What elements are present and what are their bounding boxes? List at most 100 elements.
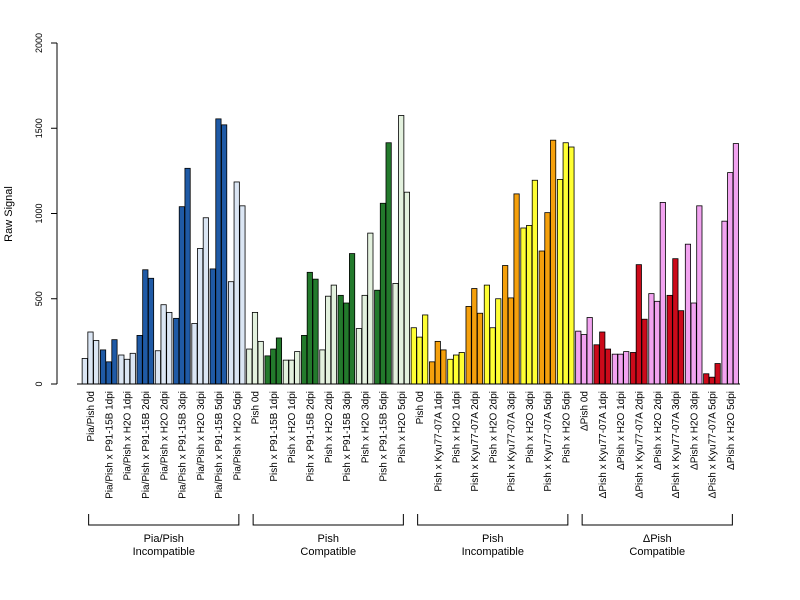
bar: [367, 232, 374, 385]
bar: [727, 172, 734, 385]
x-tick-label: Pish x H2O 1dpi: [287, 391, 298, 463]
bar: [654, 300, 661, 385]
x-tick-label: Pish x P91-15B 1dpi: [269, 391, 280, 482]
bar: [160, 304, 167, 385]
x-tick-label: Pish x P91-15B 2dpi: [305, 391, 316, 482]
bar: [361, 294, 368, 385]
bar: [147, 277, 155, 385]
bar: [257, 340, 264, 385]
group-bracket: [581, 514, 733, 526]
bar: [178, 206, 185, 385]
bar: [202, 217, 209, 385]
bar: [471, 288, 478, 385]
bar: [690, 302, 697, 385]
bar: [513, 193, 520, 385]
bar: [659, 202, 666, 385]
x-tick-label: Pish x H2O 3dpi: [360, 391, 371, 463]
bar: [575, 330, 582, 385]
x-tick-label: Pia/Pish x H2O 2dpi: [159, 391, 170, 481]
bar: [337, 294, 344, 385]
group-brackets: Pia/PishIncompatiblePishCompatiblePishIn…: [88, 514, 733, 558]
bar: [184, 167, 191, 385]
bar: [330, 284, 337, 385]
bar: [136, 335, 143, 385]
bar: [306, 271, 313, 385]
bar: [641, 318, 648, 385]
x-tick-label: Pish x H2O 5dpi: [561, 391, 572, 463]
bar: [721, 220, 728, 385]
x-tick-label: Pia/Pish x P91-15B 3dpi: [178, 391, 189, 499]
x-tick-label: Pia/Pish x H2O 1dpi: [123, 391, 134, 481]
bar: [123, 358, 131, 385]
bar: [562, 142, 569, 385]
x-tick-label: ΔPish x Kyu77-07A 1dpi: [598, 391, 609, 498]
x-tick-label: ΔPish 0d: [580, 391, 591, 431]
bar: [630, 352, 637, 385]
bar: [197, 248, 204, 385]
bar: [233, 181, 240, 385]
bar: [227, 281, 235, 385]
bar: [708, 376, 715, 385]
group-label-line1: Pish: [482, 533, 503, 545]
bar: [392, 283, 399, 385]
bar: [696, 205, 703, 385]
bar: [105, 361, 112, 385]
x-tick-label: Pish x P91-15B 5dpi: [379, 391, 390, 482]
y-tick-label: 1000: [34, 203, 44, 223]
x-tick-label: Pish x H2O 5dpi: [397, 391, 408, 463]
bar: [166, 311, 173, 385]
x-tick-label: Pia/Pish x P91-15B 2dpi: [141, 391, 152, 499]
bar: [288, 359, 295, 385]
y-axis-label: Raw Signal: [3, 186, 15, 242]
bar: [312, 278, 319, 385]
x-tick-label: Pia/Pish x P91-15B 5dpi: [214, 391, 225, 499]
bar: [129, 352, 136, 385]
bar: [264, 355, 271, 385]
bar: [294, 351, 301, 385]
group-bracket: [88, 514, 240, 526]
bar: [239, 205, 246, 385]
bar: [282, 359, 289, 385]
bar: [416, 336, 423, 385]
bar: [385, 142, 392, 385]
x-tick-label: Pish x P91-15B 3dpi: [342, 391, 353, 482]
x-tick-label: Pia/Pish x H2O 3dpi: [196, 391, 207, 481]
bar: [489, 327, 496, 385]
y-axis: 0 500 1000 1500 2000: [34, 33, 58, 387]
bar: [502, 265, 509, 385]
bar: [538, 250, 545, 385]
bars: [81, 115, 739, 385]
bar: [374, 289, 381, 385]
bar: [672, 258, 679, 385]
bar: [403, 191, 410, 385]
x-tick-label: ΔPish x Kyu77-07A 5dpi: [708, 391, 719, 498]
x-tick-label: ΔPish x H2O 1dpi: [616, 391, 627, 470]
bar: [476, 312, 484, 385]
bar: [593, 344, 600, 385]
group-label-line1: Pia/Pish: [144, 533, 184, 545]
bar: [714, 363, 721, 385]
bar: [410, 327, 417, 385]
bar: [580, 334, 588, 385]
bar: [599, 331, 606, 385]
bar: [251, 311, 259, 385]
bar: [173, 317, 180, 385]
bar: [526, 225, 533, 385]
group-label-line2: Incompatible: [462, 546, 524, 558]
group-label-line2: Compatible: [629, 546, 685, 558]
y-tick-label: 2000: [34, 33, 44, 53]
x-tick-label: Pish x H2O 2dpi: [324, 391, 335, 463]
bar: [623, 351, 630, 385]
bar: [568, 146, 575, 385]
bar: [635, 264, 642, 385]
bar: [483, 284, 490, 385]
bar: [111, 339, 118, 385]
bar: [349, 253, 356, 385]
x-tick-label: Pish x Kyu77-07A 1dpi: [433, 391, 444, 492]
bar: [422, 314, 429, 385]
x-tick-label: Pish x Kyu77-07A 5dpi: [543, 391, 554, 492]
bar: [398, 115, 405, 385]
group-label-line2: Compatible: [300, 546, 356, 558]
y-tick-label: 0: [34, 381, 44, 386]
